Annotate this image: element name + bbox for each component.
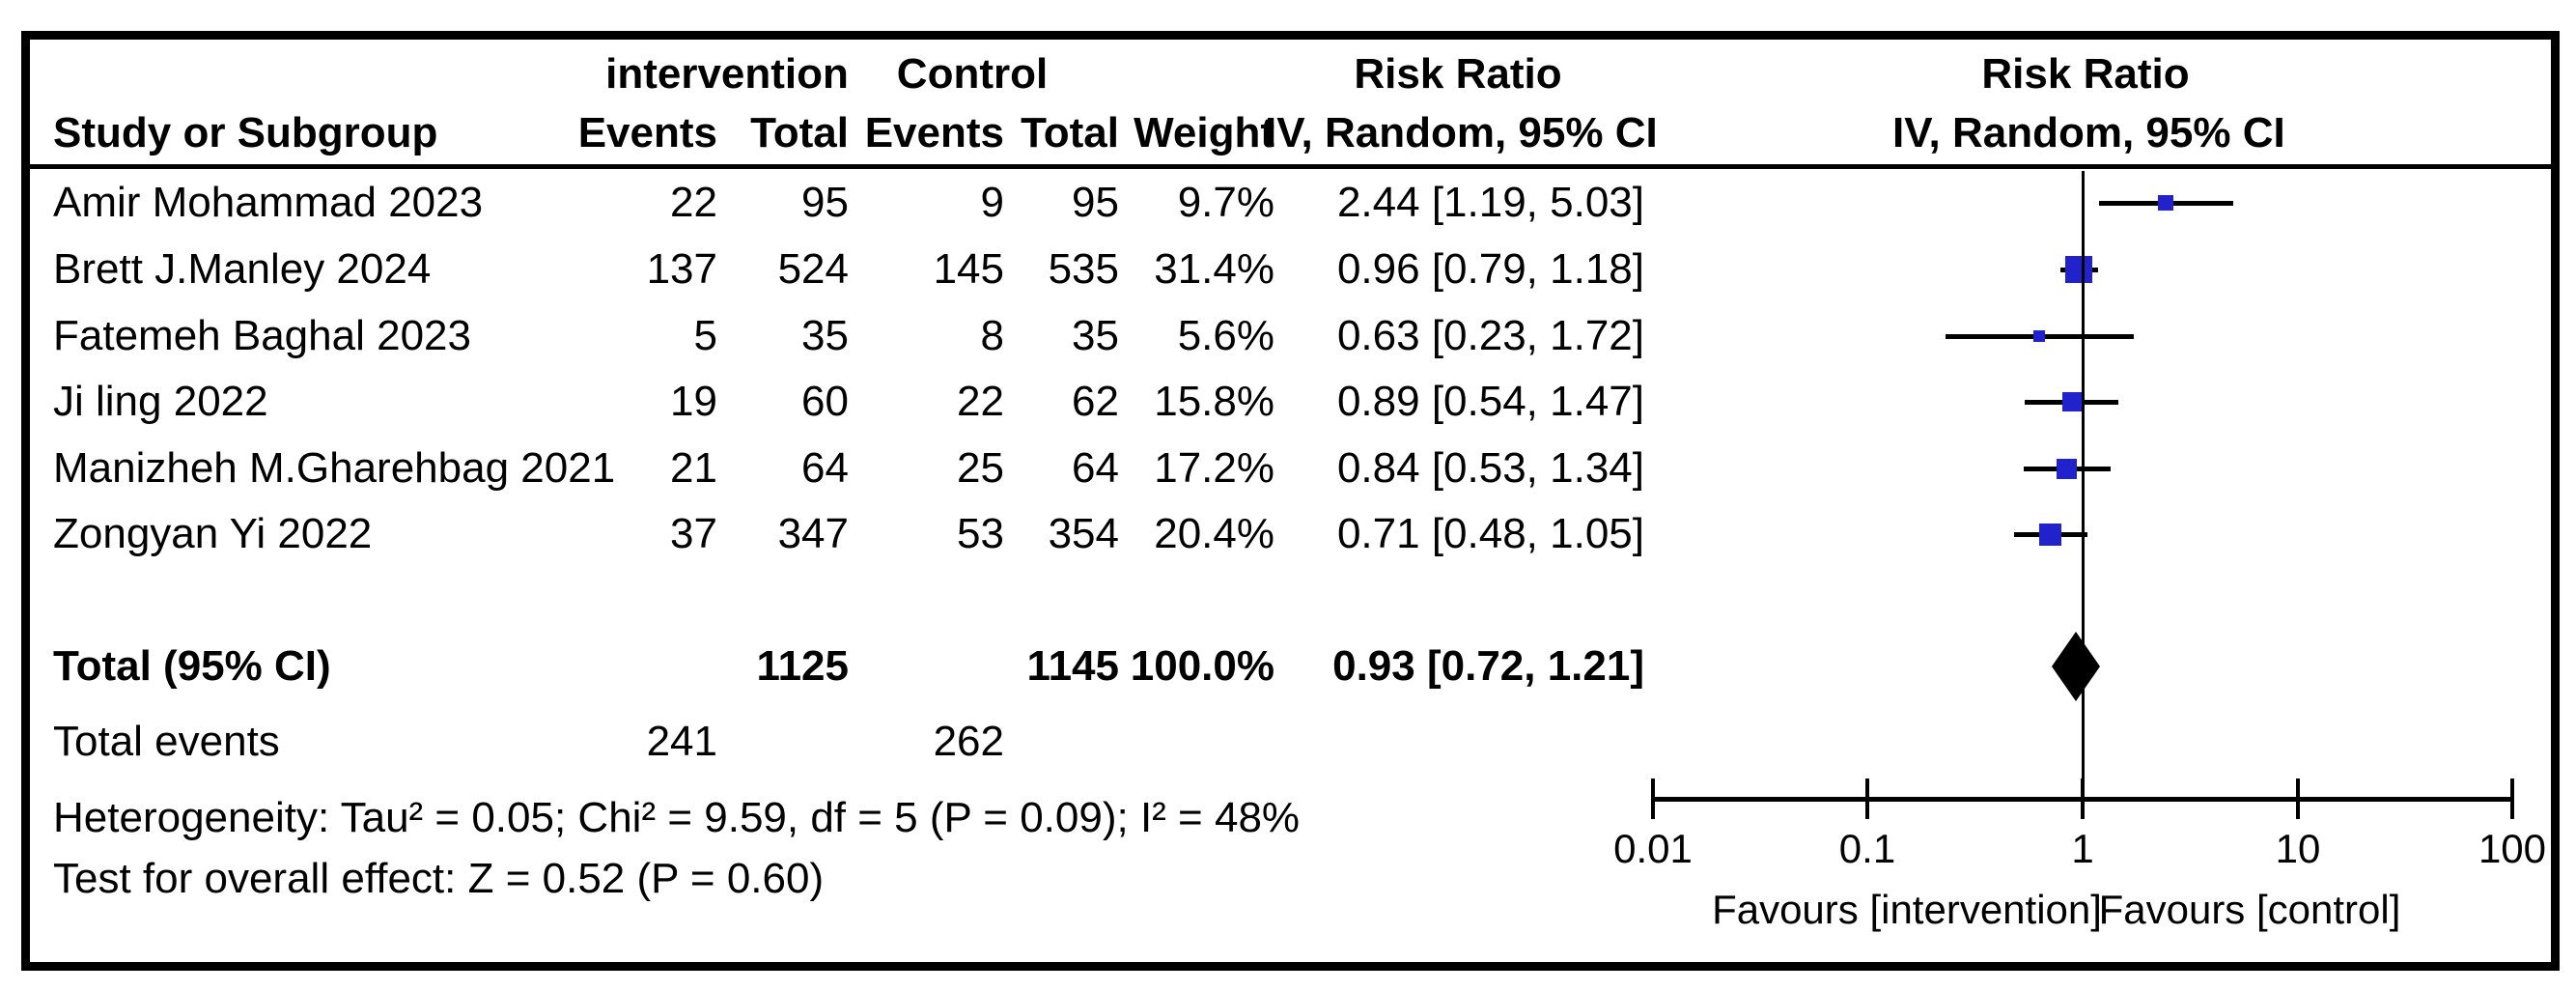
total-control-cell: 535 [1048,245,1119,293]
total-intervention-cell: 524 [777,245,849,293]
total-intervention-cell: 347 [777,510,849,557]
col-header-events-intervention: Events [577,109,717,156]
total-row-int-total: 1125 [756,642,849,690]
total-control-cell: 62 [1072,378,1119,425]
events-control-cell: 145 [933,245,1004,293]
total-row-ctl-total: 1145 [1026,642,1119,690]
risk-ratio-cell: 0.84 [0.53, 1.34] [1336,444,1644,492]
rr-column-title: Risk Ratio [1354,50,1562,98]
events-intervention-cell: 19 [670,378,717,425]
figure-border [21,31,2560,971]
x-axis-tick [1651,779,1655,819]
col-header-study: Study or Subgroup [53,109,438,156]
study-name: Manizheh M.Gharehbag 2021 [53,444,616,492]
events-intervention-cell: 21 [670,444,717,492]
col-header-total-intervention: Total [750,109,849,156]
col-header-weight: Weight [1134,109,1274,156]
risk-ratio-cell: 0.89 [0.54, 1.47] [1336,378,1644,425]
total-row-rr-text: 0.93 [0.72, 1.21] [1332,642,1644,690]
effect-marker [2039,524,2061,546]
total-intervention-cell: 60 [801,378,849,425]
total-row-weight: 100.0% [1130,642,1274,690]
risk-ratio-cell: 2.44 [1.19, 5.03] [1336,179,1644,226]
events-control-cell: 53 [957,510,1004,557]
total-control-cell: 35 [1072,312,1119,359]
total-intervention-cell: 35 [801,312,849,359]
x-axis-tick-label: 0.01 [1613,826,1693,871]
heterogeneity-text: Heterogeneity: Tau² = 0.05; Chi² = 9.59,… [53,794,1301,841]
total-intervention-cell: 64 [801,444,849,492]
plot-column-subtitle: IV, Random, 95% CI [1892,109,2285,156]
total-intervention-cell: 95 [801,179,849,226]
x-axis-tick-label: 0.1 [1838,826,1896,871]
col-header-events-control: Events [864,109,1004,156]
study-name: Fatemeh Baghal 2023 [53,312,471,359]
x-axis-tick [2296,779,2300,819]
reference-line [2082,171,2085,799]
total-control-cell: 64 [1072,444,1119,492]
total-control-cell: 95 [1072,179,1119,226]
overall-effect-text: Test for overall effect: Z = 0.52 (P = 0… [53,855,825,902]
study-name: Amir Mohammad 2023 [53,179,484,226]
total-row-label: Total (95% CI) [53,642,331,690]
favours-right-label: Favours [control] [2098,887,2401,932]
risk-ratio-cell: 0.71 [0.48, 1.05] [1336,510,1644,557]
total-events-int: 241 [646,718,717,765]
events-control-cell: 8 [980,312,1004,359]
study-name: Brett J.Manley 2024 [53,245,432,293]
x-axis-tick [1865,779,1869,819]
weight-cell: 9.7% [1177,179,1274,226]
x-axis-tick-label: 100 [2478,826,2547,871]
total-control-cell: 354 [1048,510,1119,557]
risk-ratio-cell: 0.63 [0.23, 1.72] [1336,312,1644,359]
risk-ratio-cell: 0.96 [0.79, 1.18] [1336,245,1644,293]
events-intervention-cell: 22 [670,179,717,226]
plot-column-title: Risk Ratio [1981,50,2190,98]
total-events-label: Total events [53,718,280,765]
x-axis-tick-label: 10 [2275,826,2321,871]
weight-cell: 31.4% [1154,245,1274,293]
effect-marker [2057,459,2077,479]
study-name: Ji ling 2022 [53,378,268,425]
weight-cell: 20.4% [1154,510,1274,557]
header-separator-line [30,164,2552,169]
weight-cell: 15.8% [1154,378,1274,425]
effect-marker [2033,330,2045,342]
weight-cell: 17.2% [1154,444,1274,492]
events-intervention-cell: 5 [693,312,717,359]
total-events-ctl: 262 [933,718,1004,765]
effect-marker [2065,256,2092,283]
x-axis-tick [2081,779,2085,819]
events-control-cell: 9 [980,179,1004,226]
x-axis-tick [2510,779,2514,819]
events-intervention-cell: 37 [670,510,717,557]
study-name: Zongyan Yi 2022 [53,510,373,557]
col-header-total-control: Total [1021,109,1119,156]
effect-marker [2158,195,2173,211]
events-control-cell: 22 [957,378,1004,425]
favours-left-label: Favours [intervention] [1712,887,2102,932]
events-control-cell: 25 [957,444,1004,492]
rr-column-subtitle: IV, Random, 95% CI [1265,109,1658,156]
effect-marker [2062,392,2082,411]
events-intervention-cell: 137 [646,245,717,293]
weight-cell: 5.6% [1177,312,1274,359]
x-axis-tick-label: 1 [2071,826,2094,871]
group-header-intervention: intervention [605,50,849,98]
group-header-control: Control [896,50,1049,98]
